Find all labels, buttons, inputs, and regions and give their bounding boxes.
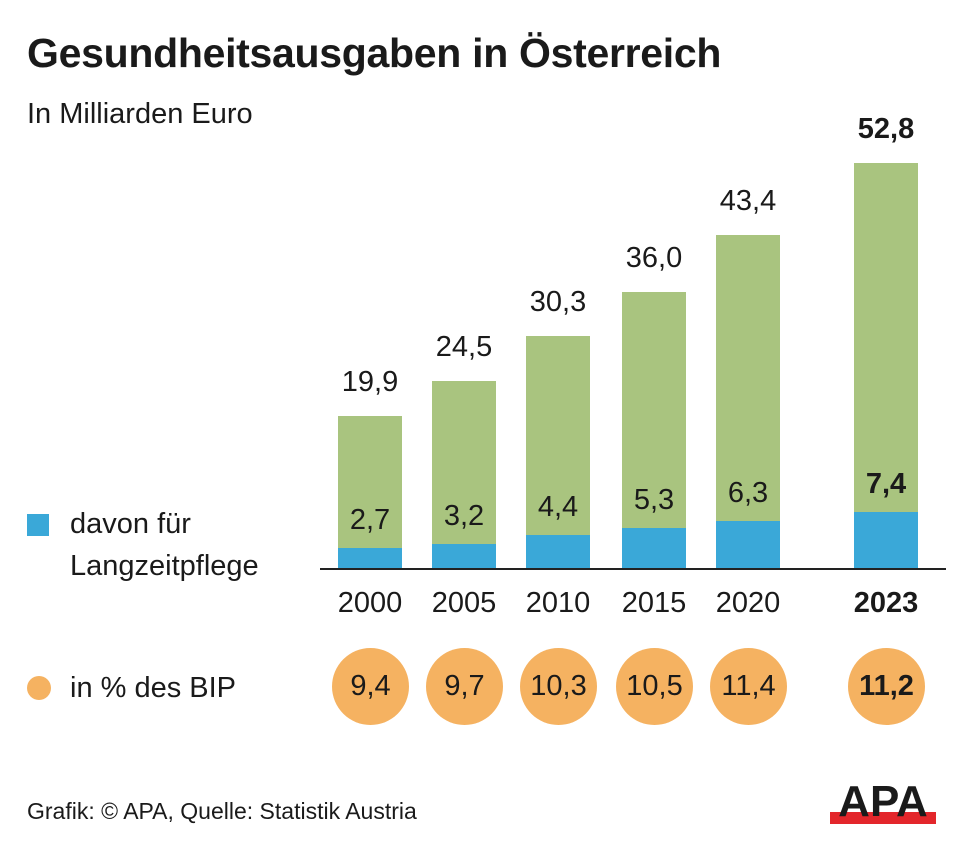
bip-circle: 9,4	[332, 648, 409, 725]
bip-circle: 11,4	[710, 648, 787, 725]
legend-swatch-longterm	[27, 514, 49, 536]
bar-total	[432, 380, 496, 569]
bar-total	[622, 292, 686, 569]
bar-longterm	[432, 544, 496, 569]
bar-total	[338, 415, 402, 569]
data-label-total: 30,3	[529, 285, 587, 318]
bip-circle: 9,7	[426, 648, 503, 725]
chart-title: Gesundheitsausgaben in Österreich	[27, 30, 722, 76]
legend-label-longterm-1: davon für	[70, 508, 191, 540]
data-label-longterm: 3,2	[443, 500, 485, 533]
bar-longterm	[622, 528, 686, 569]
bip-circle: 10,3	[520, 648, 597, 725]
legend-label-longterm-2: Langzeitpflege	[70, 550, 259, 582]
source-note: Grafik: © APA, Quelle: Statistik Austria	[27, 798, 417, 824]
bar-longterm	[338, 548, 402, 569]
x-axis-line	[320, 568, 946, 570]
data-label-total: 36,0	[625, 242, 683, 275]
data-label-longterm: 2,7	[349, 504, 391, 537]
data-label-longterm: 7,4	[865, 468, 907, 501]
x-tick-label: 2000	[337, 587, 403, 619]
apa-logo: APA	[830, 780, 936, 826]
data-label-total: 43,4	[719, 185, 777, 218]
bar-total	[854, 162, 918, 569]
data-label-longterm: 5,3	[633, 484, 675, 517]
legend-swatch-bip	[27, 676, 51, 700]
bip-circle: 11,2	[848, 648, 925, 725]
x-tick-label: 2023	[853, 587, 919, 619]
bar-total	[526, 335, 590, 569]
svg-text:APA: APA	[838, 780, 928, 826]
bar-longterm	[854, 512, 918, 569]
data-label-total: 24,5	[435, 330, 493, 363]
data-label-total: 52,8	[857, 112, 915, 145]
bip-circle: 10,5	[616, 648, 693, 725]
data-label-total: 19,9	[341, 365, 399, 398]
data-label-longterm: 6,3	[727, 476, 769, 509]
bar-total	[716, 235, 780, 569]
x-tick-label: 2005	[431, 587, 497, 619]
x-tick-label: 2010	[525, 587, 591, 619]
x-tick-label: 2020	[715, 587, 781, 619]
bar-longterm	[716, 520, 780, 569]
legend-label-bip: in % des BIP	[70, 672, 237, 704]
x-tick-label: 2015	[621, 587, 687, 619]
chart-subtitle: In Milliarden Euro	[27, 98, 253, 130]
data-label-longterm: 4,4	[537, 491, 579, 524]
bar-longterm	[526, 535, 590, 569]
